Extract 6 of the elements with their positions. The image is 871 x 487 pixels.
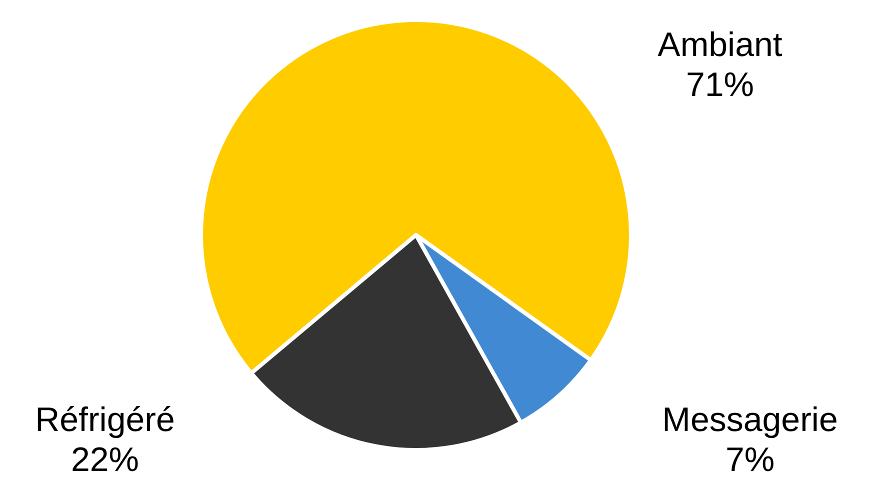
data-label: 7% (725, 441, 775, 479)
slice-label: Réfrigéré (35, 401, 175, 439)
data-label: 22% (70, 441, 140, 479)
slice-label: Ambiant (658, 26, 783, 64)
data-label: 71% (686, 66, 754, 104)
slice-label: Messagerie (662, 401, 838, 439)
